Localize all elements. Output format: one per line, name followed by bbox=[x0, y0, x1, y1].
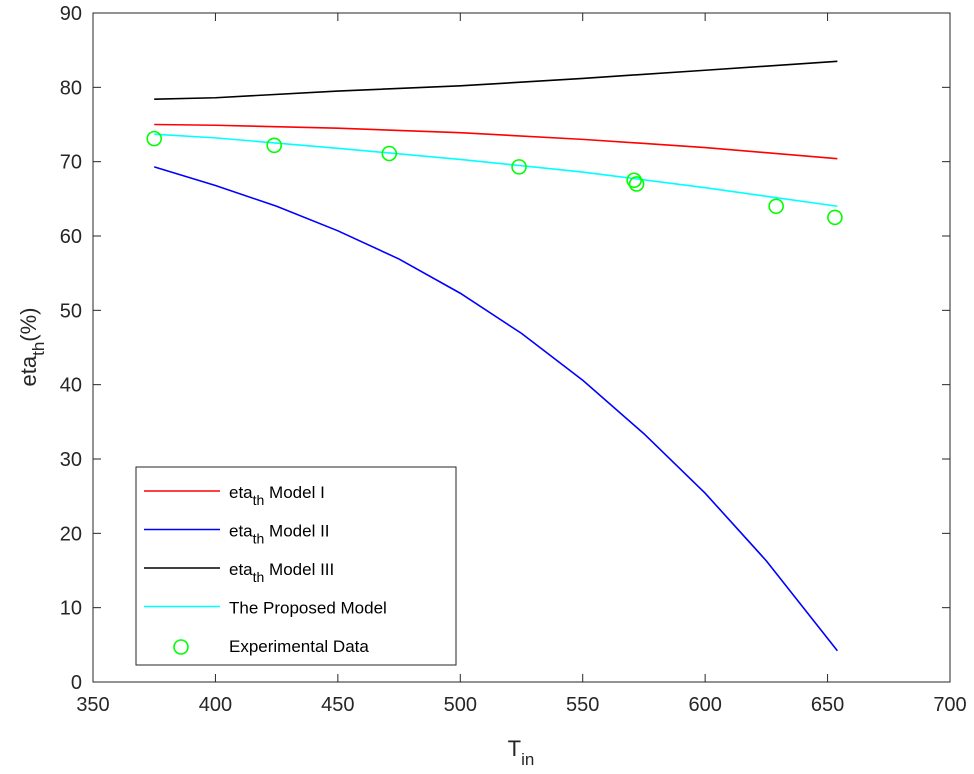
legend-label-suffix: Model II bbox=[264, 522, 329, 541]
y-tick-label: 30 bbox=[60, 449, 82, 471]
x-tick-label: 700 bbox=[933, 694, 966, 716]
legend-label-main: eta bbox=[229, 483, 253, 502]
x-tick-label: 450 bbox=[321, 694, 354, 716]
x-axis-label-sub: in bbox=[521, 750, 534, 769]
x-tick-label: 500 bbox=[444, 694, 477, 716]
series-line-the-proposed-model bbox=[154, 133, 838, 208]
y-tick-label: 60 bbox=[60, 226, 82, 248]
legend-label-sub: th bbox=[253, 531, 265, 547]
y-tick-label: 20 bbox=[60, 523, 82, 545]
plot-frame bbox=[92, 12, 951, 683]
y-axis-label-suffix: (%) bbox=[16, 308, 41, 342]
legend-swatch-experimental-data bbox=[173, 639, 189, 655]
legend-label-eta-th-model-i: etath Model I bbox=[229, 483, 325, 508]
x-tick-label: 400 bbox=[199, 694, 232, 716]
y-axis-label: etath(%) bbox=[16, 308, 48, 387]
data-point-experimental-data bbox=[511, 159, 527, 175]
data-point-experimental-data bbox=[146, 130, 163, 147]
legend-label-main: eta bbox=[229, 522, 253, 541]
x-axis-label-main: T bbox=[508, 736, 521, 761]
ticks-layer: 350 400 450 500 550 600 650 700 0 10 20 30 40 50 60 70 8… bbox=[60, 3, 967, 716]
x-tick-label: 600 bbox=[688, 694, 721, 716]
data-point-experimental-data bbox=[628, 176, 645, 192]
y-tick-label: 40 bbox=[60, 375, 82, 397]
x-tick-label: 650 bbox=[811, 694, 844, 716]
y-axis-label-main: eta bbox=[16, 355, 41, 386]
y-axis-label-sub: th bbox=[29, 342, 48, 356]
series-layer bbox=[146, 60, 843, 652]
legend-label-suffix: Model III bbox=[264, 560, 334, 579]
legend-label-suffix: Model I bbox=[264, 483, 324, 502]
y-tick-label: 90 bbox=[60, 3, 82, 25]
legend-label-main: The Proposed Model bbox=[229, 599, 387, 618]
data-point-experimental-data bbox=[381, 145, 398, 162]
y-tick-label: 10 bbox=[60, 598, 82, 620]
y-tick-label: 70 bbox=[60, 152, 82, 174]
data-point-experimental-data bbox=[626, 172, 642, 189]
legend-box bbox=[135, 466, 457, 666]
legend-label-sub: th bbox=[253, 569, 265, 585]
x-tick-label: 350 bbox=[76, 694, 109, 716]
series-line-eta-th-model-ii bbox=[153, 166, 838, 652]
y-tick-label: 80 bbox=[60, 77, 82, 99]
data-point-experimental-data bbox=[827, 209, 843, 226]
series-line-eta-th-model-iii bbox=[154, 60, 838, 101]
legend-label-experimental-data: Experimental Data bbox=[229, 637, 369, 656]
data-point-experimental-data bbox=[266, 137, 282, 154]
y-tick-label: 0 bbox=[71, 672, 82, 694]
x-axis-label: Tin bbox=[508, 736, 535, 769]
legend-label-eta-th-model-ii: etath Model II bbox=[229, 522, 330, 547]
series-line-eta-th-model-i bbox=[154, 123, 838, 160]
x-tick-label: 550 bbox=[566, 694, 599, 716]
legend-label-the-proposed-model: The Proposed Model bbox=[229, 599, 387, 618]
legend-label-sub: th bbox=[253, 492, 265, 508]
y-tick-label: 50 bbox=[60, 300, 82, 322]
data-point-experimental-data bbox=[768, 198, 784, 215]
legend-label-main: Experimental Data bbox=[229, 637, 369, 656]
legend-label-eta-th-model-iii: etath Model III bbox=[229, 560, 334, 585]
legend-label-main: eta bbox=[229, 560, 253, 579]
